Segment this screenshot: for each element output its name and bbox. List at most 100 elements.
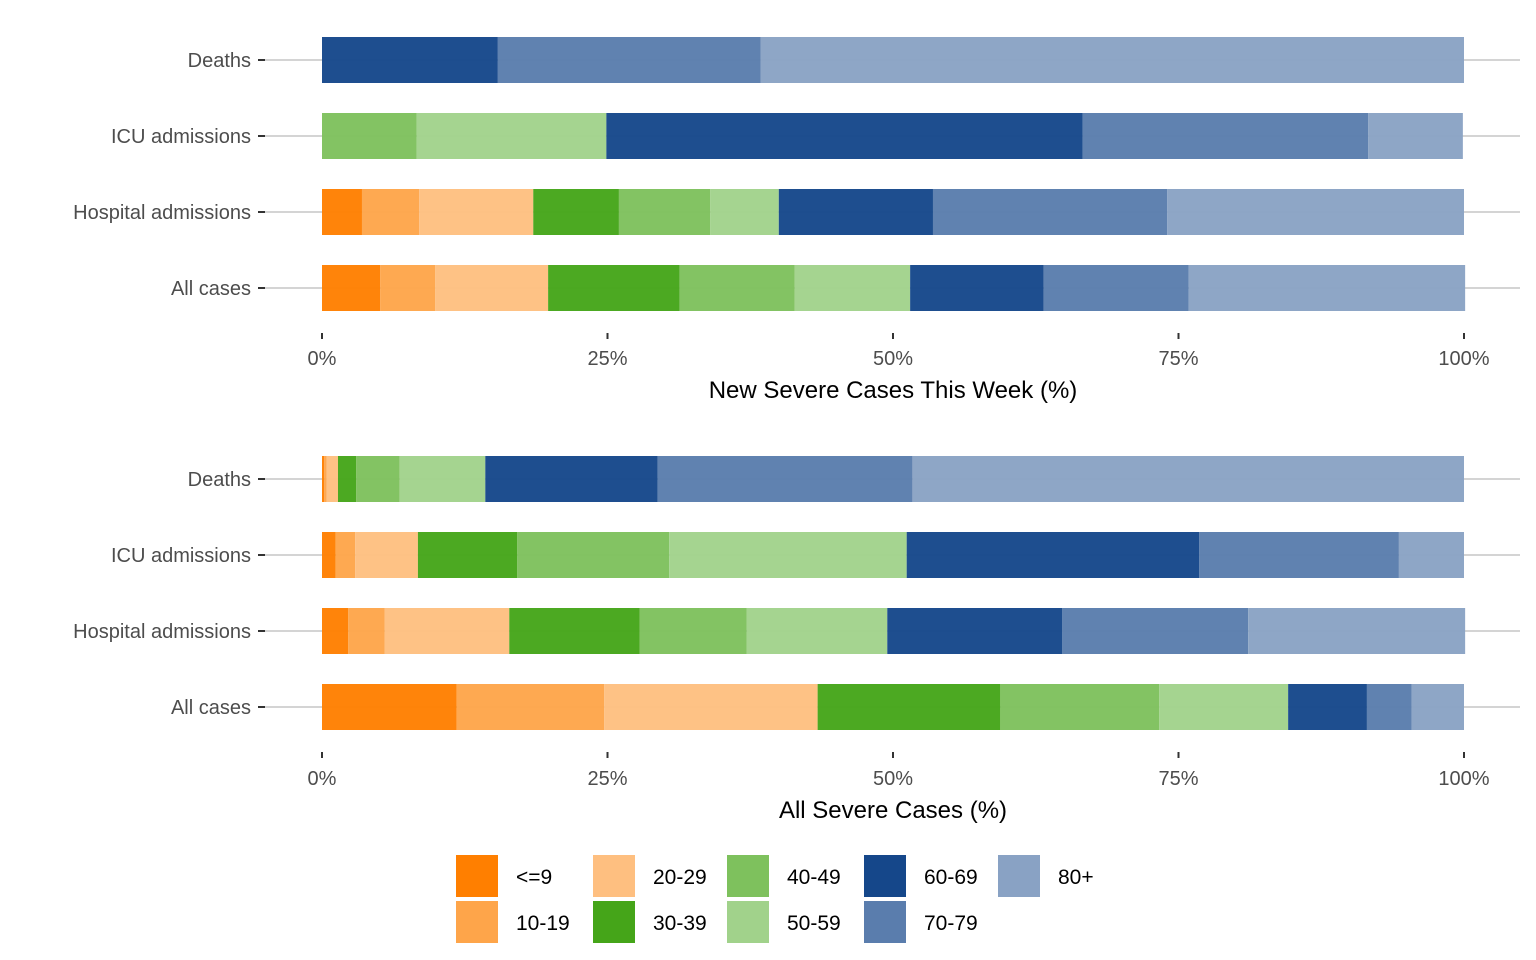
bar-deaths-40-49 xyxy=(356,456,400,502)
panel-new-severe-cases: Deaths ICU admissions Hospital admissions A… xyxy=(73,37,1520,404)
legend-item: 40-49 xyxy=(727,855,841,897)
category-label-icu-admissions: ICU admissions xyxy=(111,126,251,148)
bar-all-cases-20-29 xyxy=(435,265,549,311)
category-label-all-cases: All cases xyxy=(171,697,251,719)
bar-deaths-80 xyxy=(912,456,1464,502)
bar-deaths-60-69 xyxy=(485,456,658,502)
bar-hospital-admissions-60-69 xyxy=(887,608,1063,654)
bar-all-cases-30-39 xyxy=(548,265,680,311)
x-tick-label: 50% xyxy=(873,348,913,370)
bar-all-cases-60-69 xyxy=(910,265,1044,311)
bar-icu-admissions-80 xyxy=(1368,113,1463,159)
category-label-all-cases: All cases xyxy=(171,278,251,300)
bar-hospital-admissions-30-39 xyxy=(533,189,619,235)
legend-swatch xyxy=(727,855,769,897)
bar-all-cases-50-59 xyxy=(794,265,911,311)
bar-icu-admissions-20-29 xyxy=(355,532,418,578)
bar-icu-admissions-60-69 xyxy=(906,532,1200,578)
bar-hospital-admissions-30-39 xyxy=(509,608,640,654)
bar-deaths-80 xyxy=(760,37,1464,83)
bar-all-cases-30-39 xyxy=(817,684,1001,730)
bar-hospital-admissions-20-29 xyxy=(384,608,510,654)
legend-item: <=9 xyxy=(456,855,552,897)
legend-item: 80+ xyxy=(998,855,1094,897)
bar-all-cases-70-79 xyxy=(1366,684,1412,730)
x-tick-label: 75% xyxy=(1158,348,1198,370)
bar-deaths-10-19 xyxy=(324,456,327,502)
bar-icu-admissions-40-49 xyxy=(517,532,670,578)
legend-label: <=9 xyxy=(516,866,552,889)
x-tick-label: 50% xyxy=(873,768,913,790)
bar-all-cases-20-29 xyxy=(604,684,818,730)
bar-all-cases-80 xyxy=(1411,684,1464,730)
legend-swatch xyxy=(864,855,906,897)
legend-swatch xyxy=(727,901,769,943)
bar-icu-admissions-70-79 xyxy=(1082,113,1369,159)
legend-swatch xyxy=(456,855,498,897)
x-tick-label: 0% xyxy=(308,768,337,790)
bar-hospital-admissions-le9 xyxy=(322,608,349,654)
legend-label: 30-39 xyxy=(653,912,707,935)
bar-deaths-le9 xyxy=(322,456,325,502)
legend-label: 20-29 xyxy=(653,866,707,889)
legend-label: 10-19 xyxy=(516,912,570,935)
bar-hospital-admissions-20-29 xyxy=(419,189,534,235)
bar-all-cases-40-49 xyxy=(679,265,795,311)
bar-all-cases-le9 xyxy=(322,265,381,311)
bar-hospital-admissions-le9 xyxy=(322,189,362,235)
bar-deaths-50-59 xyxy=(399,456,486,502)
bar-icu-admissions-80 xyxy=(1398,532,1464,578)
bar-icu-admissions-50-59 xyxy=(669,532,907,578)
x-axis-title: All Severe Cases (%) xyxy=(779,797,1007,824)
bar-hospital-admissions-70-79 xyxy=(932,189,1168,235)
bar-deaths-70-79 xyxy=(657,456,913,502)
bar-icu-admissions-40-49 xyxy=(322,113,417,159)
legend-swatch xyxy=(593,901,635,943)
legend-swatch xyxy=(456,901,498,943)
x-tick-label: 75% xyxy=(1158,768,1198,790)
legend-swatch xyxy=(593,855,635,897)
category-label-deaths: Deaths xyxy=(188,50,251,72)
legend-label: 80+ xyxy=(1058,866,1094,889)
bar-hospital-admissions-60-69 xyxy=(778,189,933,235)
x-axis-title: New Severe Cases This Week (%) xyxy=(709,377,1078,404)
legend-item: 30-39 xyxy=(593,901,707,943)
legend-label: 60-69 xyxy=(924,866,978,889)
bar-hospital-admissions-50-59 xyxy=(710,189,779,235)
bar-hospital-admissions-10-19 xyxy=(361,189,420,235)
bar-deaths-30-39 xyxy=(337,456,357,502)
bar-all-cases-le9 xyxy=(322,684,457,730)
bar-deaths-60-69 xyxy=(322,37,498,83)
bar-all-cases-10-19 xyxy=(456,684,605,730)
legend-label: 50-59 xyxy=(787,912,841,935)
bar-hospital-admissions-40-49 xyxy=(618,189,711,235)
bar-icu-admissions-10-19 xyxy=(335,532,356,578)
bar-all-cases-70-79 xyxy=(1043,265,1189,311)
bar-deaths-70-79 xyxy=(497,37,761,83)
bar-icu-admissions-50-59 xyxy=(416,113,607,159)
bar-hospital-admissions-80 xyxy=(1248,608,1466,654)
bar-all-cases-80 xyxy=(1188,265,1466,311)
legend-item: 70-79 xyxy=(864,901,978,943)
bar-hospital-admissions-10-19 xyxy=(348,608,385,654)
bar-deaths-20-29 xyxy=(326,456,338,502)
x-tick-label: 25% xyxy=(587,348,627,370)
panel-all-severe-cases: Deaths ICU admissions Hospital admissions A… xyxy=(73,456,1520,824)
legend-item: 60-69 xyxy=(864,855,978,897)
category-label-hospital-admissions: Hospital admissions xyxy=(73,621,251,643)
bar-hospital-admissions-80 xyxy=(1167,189,1464,235)
category-label-hospital-admissions: Hospital admissions xyxy=(73,202,251,224)
bar-icu-admissions-60-69 xyxy=(606,113,1083,159)
bar-all-cases-10-19 xyxy=(380,265,436,311)
bar-icu-admissions-le9 xyxy=(322,532,336,578)
bar-all-cases-50-59 xyxy=(1159,684,1289,730)
legend: <=9 10-19 20-29 30-39 40-49 50-59 60-69 70-79 80… xyxy=(456,855,1094,943)
bar-all-cases-60-69 xyxy=(1288,684,1367,730)
category-label-icu-admissions: ICU admissions xyxy=(111,545,251,567)
legend-label: 40-49 xyxy=(787,866,841,889)
bar-hospital-admissions-70-79 xyxy=(1062,608,1249,654)
bar-icu-admissions-70-79 xyxy=(1199,532,1399,578)
x-tick-label: 100% xyxy=(1438,768,1489,790)
legend-swatch xyxy=(998,855,1040,897)
